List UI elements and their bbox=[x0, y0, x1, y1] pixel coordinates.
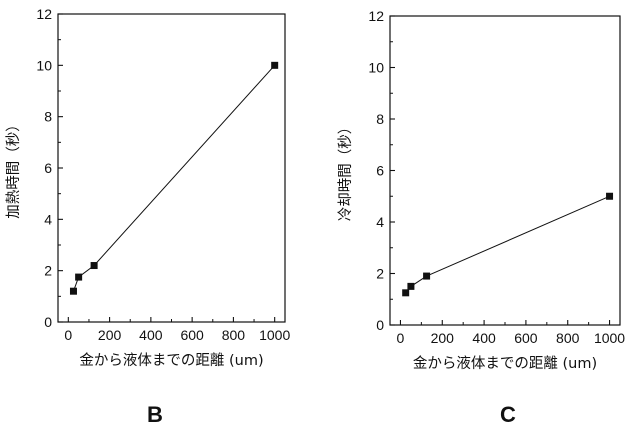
y-tick-label: 8 bbox=[44, 109, 52, 125]
panel-label: B bbox=[147, 402, 163, 427]
y-tick-label: 10 bbox=[368, 60, 384, 76]
x-tick-label: 800 bbox=[556, 330, 580, 346]
data-point bbox=[606, 193, 613, 200]
y-tick-label: 12 bbox=[36, 6, 52, 22]
y-tick-label: 0 bbox=[44, 314, 52, 330]
x-tick-label: 600 bbox=[180, 327, 204, 343]
y-tick-label: 10 bbox=[36, 57, 52, 73]
x-tick-label: 1000 bbox=[594, 330, 625, 346]
series-line bbox=[74, 65, 275, 291]
data-point bbox=[407, 283, 414, 290]
x-tick-label: 400 bbox=[472, 330, 496, 346]
y-tick-label: 6 bbox=[376, 163, 384, 179]
data-point bbox=[75, 274, 82, 281]
x-tick-label: 200 bbox=[431, 330, 455, 346]
x-tick-label: 200 bbox=[98, 327, 122, 343]
series-line bbox=[406, 196, 610, 292]
y-tick-label: 2 bbox=[376, 266, 384, 282]
x-tick-label: 0 bbox=[64, 327, 72, 343]
y-tick-label: 8 bbox=[376, 111, 384, 127]
x-axis-label: 金から液体までの距離 (um) bbox=[413, 354, 597, 372]
chart-heating-time: 0 200 400 600 800 1000 0 2 4 6 8 10 12 金から液体までの距離 (um… bbox=[5, 6, 290, 427]
x-tick-label: 0 bbox=[397, 330, 405, 346]
data-point bbox=[271, 62, 278, 69]
x-tick-label: 600 bbox=[514, 330, 538, 346]
x-axis-label: 金から液体までの距離 (um) bbox=[79, 351, 263, 369]
x-tick-label: 400 bbox=[139, 327, 163, 343]
plot-frame bbox=[58, 14, 285, 322]
y-tick-label: 2 bbox=[44, 263, 52, 279]
data-point bbox=[70, 288, 77, 295]
data-point bbox=[91, 262, 98, 269]
y-tick-label: 0 bbox=[376, 317, 384, 333]
chart-cooling-time: 0 200 400 600 800 1000 0 2 4 6 8 10 12 金から液体までの距離 (um… bbox=[337, 8, 625, 427]
x-tick-label: 1000 bbox=[259, 327, 290, 343]
y-tick-label: 4 bbox=[376, 214, 384, 230]
data-point bbox=[423, 273, 430, 280]
y-tick-label: 4 bbox=[44, 211, 52, 227]
y-tick-label: 6 bbox=[44, 160, 52, 176]
data-point bbox=[402, 289, 409, 296]
y-axis-label: 加熱時間（秒） bbox=[5, 117, 22, 219]
panel-label: C bbox=[500, 402, 516, 427]
y-tick-label: 12 bbox=[368, 8, 384, 24]
y-axis-label: 冷却時間（秒） bbox=[337, 120, 354, 222]
x-tick-label: 800 bbox=[222, 327, 246, 343]
